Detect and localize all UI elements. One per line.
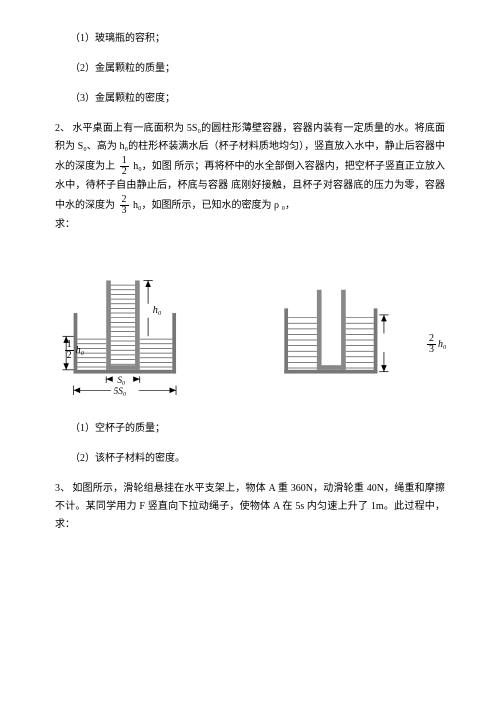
text: （2）金属颗粒的质量； [70,63,175,74]
text: （3）金属颗粒的密度； [70,93,175,104]
q2-sub-2: （2）该杯子材料的密度。 [55,450,445,468]
frac-den: 2 [120,167,129,177]
q2-text-6: h₀，如图所示，已知水的密度为 ρ ₀， [131,200,295,211]
cup-wall-right [341,290,346,370]
text: （1）空杯子的质量； [70,423,165,434]
arrow [133,376,140,382]
q1-item-1: （1）玻璃瓶的容积； [55,30,445,48]
text: （1）玻璃瓶的容积； [70,33,165,44]
container-wall-right [373,308,377,373]
arrow [381,365,387,372]
q3-number: 3、 [55,483,70,494]
q2-text-7: 求： [55,219,75,230]
fraction-half: 12 [120,156,129,177]
half-h0-label: 12h₀ [63,340,84,361]
text: （2）该杯子材料的密度。 [70,453,185,464]
water-right-region [140,339,173,367]
cup-wall-left [106,280,111,369]
diagram-row: h₀ S₀ 5S₀ 12h₀ [55,252,445,402]
q2-text-3: h₀，如图 [131,161,172,172]
cup-bottom [317,365,346,370]
q3-problem: 3、如图所示，滑轮组悬挂在水平支架上，物体 A 重 360N，动滑轮重 40N，… [55,480,445,534]
arrow [63,363,69,370]
container-wall-left [284,308,288,373]
fraction-two-third: 23 [120,195,129,216]
cup-water [111,285,135,364]
two-third-h0-label: 23h₀ [425,334,446,355]
cup-wall-right [135,280,140,369]
arrow [106,376,113,382]
container-bottom [74,370,176,374]
container-bottom [284,370,377,374]
arrow [170,388,177,394]
q1-item-2: （2）金属颗粒的质量； [55,60,445,78]
container-wall-right [172,313,176,374]
diagram-right [275,252,405,402]
arrow [74,388,81,394]
arrow [381,315,387,322]
water-right [345,318,373,368]
cup-wall-left [317,290,322,370]
arrow [145,280,151,287]
fives0-label: 5S₀ [114,387,127,397]
cup-bottom [106,365,140,370]
diagram-left: h₀ S₀ 5S₀ [55,252,195,402]
q2-problem: 2、水平桌面上有一底面积为 5S₀的圆柱形薄壁容器，容器内装有一定质量的水。将底… [55,120,445,234]
q1-item-3: （3）金属颗粒的密度； [55,90,445,108]
s0-label: S₀ [117,376,125,386]
water-left [288,318,317,368]
q3-text: 如图所示，滑轮组悬挂在水平支架上，物体 A 重 360N，动滑轮重 40N，绳重… [55,483,445,530]
h0-label: h₀ [153,305,162,316]
q2-sub-1: （1）空杯子的质量； [55,420,445,438]
q2-number: 2、 [55,123,70,134]
frac-den: 3 [120,206,129,216]
